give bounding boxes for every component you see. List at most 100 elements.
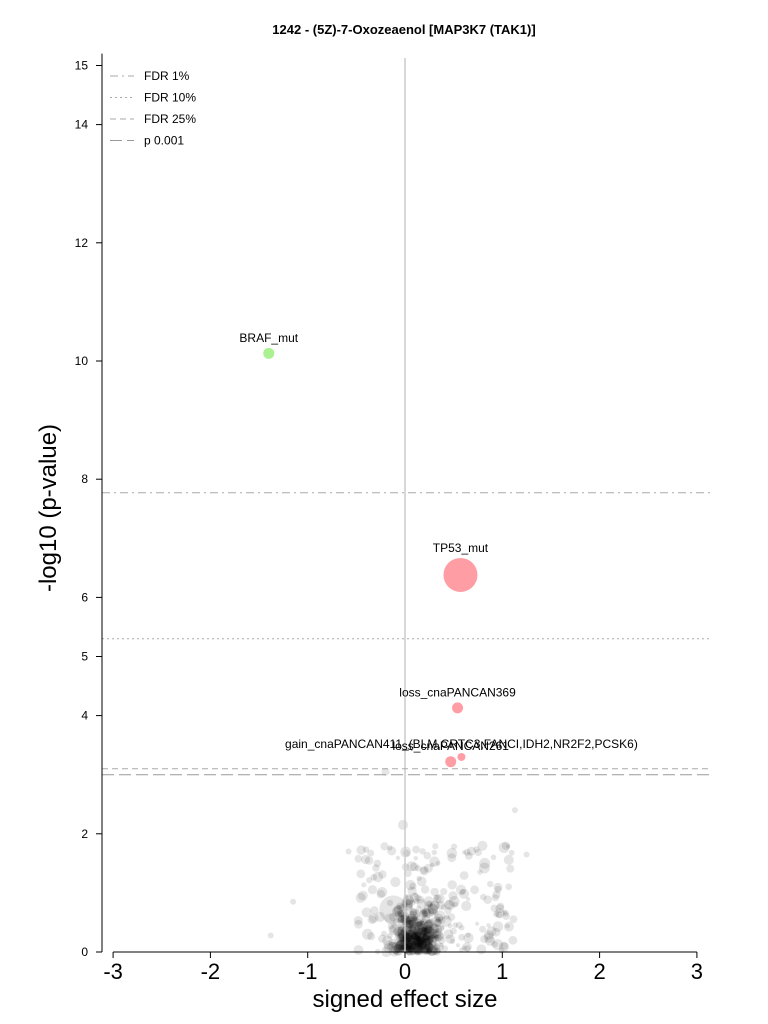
background-point — [459, 871, 469, 880]
background-point — [434, 913, 444, 923]
background-point — [411, 946, 417, 952]
background-point — [412, 930, 418, 936]
background-point — [425, 937, 434, 946]
background-point — [428, 946, 433, 951]
background-point — [425, 918, 432, 925]
background-point — [405, 919, 414, 928]
background-point — [451, 843, 458, 850]
background-point — [432, 929, 442, 939]
background-point — [414, 938, 424, 948]
background-point — [401, 944, 411, 954]
background-point — [411, 929, 423, 941]
background-point — [404, 943, 411, 950]
background-point — [396, 917, 403, 924]
x-tick-label: -2 — [201, 959, 221, 984]
background-point — [411, 936, 421, 946]
background-point — [424, 926, 433, 935]
background-point — [427, 929, 433, 935]
background-point — [444, 907, 452, 915]
background-point — [419, 920, 426, 927]
background-point — [388, 941, 398, 951]
background-point — [421, 934, 429, 941]
background-point — [410, 929, 421, 940]
background-point — [423, 926, 429, 931]
background-point — [433, 894, 440, 901]
background-point — [395, 928, 404, 936]
background-point — [412, 932, 418, 937]
background-point — [422, 928, 429, 935]
background-point — [406, 934, 414, 941]
background-point — [417, 936, 426, 945]
background-point — [415, 929, 425, 940]
highlighted-points: BRAF_mut TP53_mut loss_cnaPANCAN369 gain_cn… — [239, 331, 638, 768]
background-point — [411, 932, 417, 938]
background-point — [410, 942, 417, 949]
background-point — [409, 924, 421, 936]
background-point — [475, 921, 480, 926]
background-point — [353, 945, 364, 955]
background-point — [405, 915, 415, 925]
background-point — [416, 928, 423, 934]
background-point — [413, 943, 418, 949]
highlighted-point — [457, 752, 466, 761]
background-point — [418, 943, 429, 954]
background-point — [427, 945, 438, 956]
background-point — [480, 893, 487, 901]
background-point — [414, 941, 422, 949]
background-point — [383, 943, 394, 954]
background-point — [440, 904, 447, 911]
y-tick-label: 10 — [75, 354, 89, 368]
background-point — [398, 944, 404, 950]
background-point — [413, 913, 421, 921]
chart-title: 1242 - (5Z)-7-Oxozeaenol [MAP3K7 (TAK1)] — [272, 22, 535, 37]
background-point — [398, 903, 406, 912]
background-point — [416, 939, 424, 946]
background-point — [428, 924, 434, 930]
background-point — [448, 896, 460, 907]
background-point — [409, 925, 417, 933]
background-point — [433, 942, 444, 953]
background-point — [432, 933, 438, 939]
background-point — [434, 934, 440, 941]
background-point — [362, 928, 373, 940]
background-point — [422, 917, 427, 922]
background-point — [422, 932, 430, 940]
background-point — [427, 928, 435, 936]
background-point — [476, 944, 487, 955]
background-point — [424, 942, 434, 953]
background-point — [379, 895, 408, 924]
background-point — [426, 936, 433, 943]
highlighted-point — [263, 347, 275, 359]
background-point — [415, 921, 422, 928]
background-point — [419, 927, 428, 936]
background-point — [503, 854, 514, 865]
background-point — [423, 925, 433, 934]
background-point — [421, 910, 429, 918]
background-point — [290, 898, 297, 905]
background-point — [492, 939, 504, 951]
background-point — [431, 926, 439, 935]
background-point — [404, 933, 413, 942]
background-point — [437, 936, 446, 944]
background-point — [416, 944, 424, 951]
background-point — [420, 885, 430, 894]
background-point — [423, 907, 434, 918]
background-point — [367, 915, 377, 924]
background-point — [394, 926, 404, 937]
background-point — [356, 845, 366, 855]
background-point — [386, 899, 394, 907]
point-label: loss_cnaPANCAN261 — [392, 739, 509, 753]
background-point — [441, 945, 448, 952]
background-point — [416, 938, 424, 946]
background-point — [408, 911, 419, 922]
background-point — [410, 939, 416, 945]
background-point — [393, 943, 403, 953]
background-point — [502, 910, 508, 915]
background-point — [417, 920, 424, 926]
background-point — [428, 934, 435, 940]
background-point — [387, 941, 398, 953]
background-point — [491, 940, 498, 948]
background-point — [267, 932, 274, 939]
background-point — [404, 939, 411, 945]
